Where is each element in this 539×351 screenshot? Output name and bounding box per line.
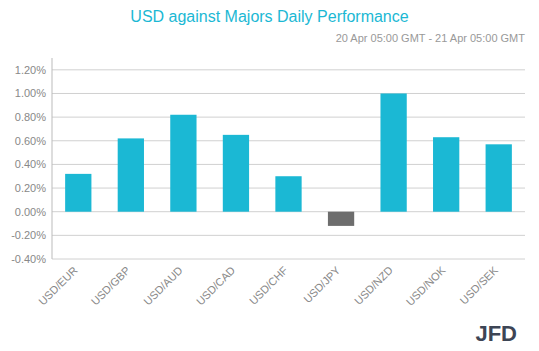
bar bbox=[275, 176, 301, 211]
x-tick-label: USD/AUD bbox=[141, 264, 185, 308]
bar bbox=[223, 135, 249, 212]
bar bbox=[380, 93, 406, 211]
grid-line bbox=[52, 69, 525, 70]
subtitle: 20 Apr 05:00 GMT - 21 Apr 05:00 GMT bbox=[336, 32, 526, 44]
bar bbox=[433, 137, 459, 211]
x-tick-label: USD/GBP bbox=[89, 264, 132, 307]
x-tick-label: USD/CAD bbox=[194, 264, 238, 308]
grid-line bbox=[52, 117, 525, 118]
x-tick-label: USD/SEK bbox=[458, 263, 501, 306]
grid-line bbox=[52, 93, 525, 94]
y-tick-label: 0.60% bbox=[15, 135, 46, 147]
x-tick-label: USD/JPY bbox=[301, 263, 343, 305]
title: USD against Majors Daily Performance bbox=[130, 8, 408, 25]
x-tick-label: USD/NZD bbox=[352, 264, 395, 307]
bar bbox=[170, 115, 196, 212]
bars bbox=[65, 93, 512, 225]
bar bbox=[118, 138, 144, 211]
chart: USD against Majors Daily Performance 20 A… bbox=[0, 0, 539, 351]
x-tick-label: USD/EUR bbox=[36, 264, 80, 308]
bar bbox=[328, 212, 354, 226]
x-tick-label: USD/CHF bbox=[247, 264, 290, 307]
y-tick-label: 1.00% bbox=[15, 87, 46, 99]
y-axis-line bbox=[52, 58, 53, 259]
chart-container: USD against Majors Daily Performance 20 A… bbox=[0, 0, 539, 351]
y-tick-label: 0.40% bbox=[15, 158, 46, 170]
grid-line bbox=[52, 259, 525, 260]
x-tick-label: USD/NOK bbox=[404, 263, 448, 307]
y-tick-label: 0.20% bbox=[15, 182, 46, 194]
watermark: JFD bbox=[475, 321, 517, 346]
bar bbox=[65, 174, 91, 212]
grid-line bbox=[52, 235, 525, 236]
y-tick-label: 0.00% bbox=[15, 206, 46, 218]
y-tick-label: 1.20% bbox=[15, 64, 46, 76]
y-tick-label: -0.20% bbox=[11, 229, 46, 241]
y-tick-label: 0.80% bbox=[15, 111, 46, 123]
grid bbox=[52, 70, 525, 259]
y-tick-label: -0.40% bbox=[11, 253, 46, 265]
bar bbox=[486, 144, 512, 211]
